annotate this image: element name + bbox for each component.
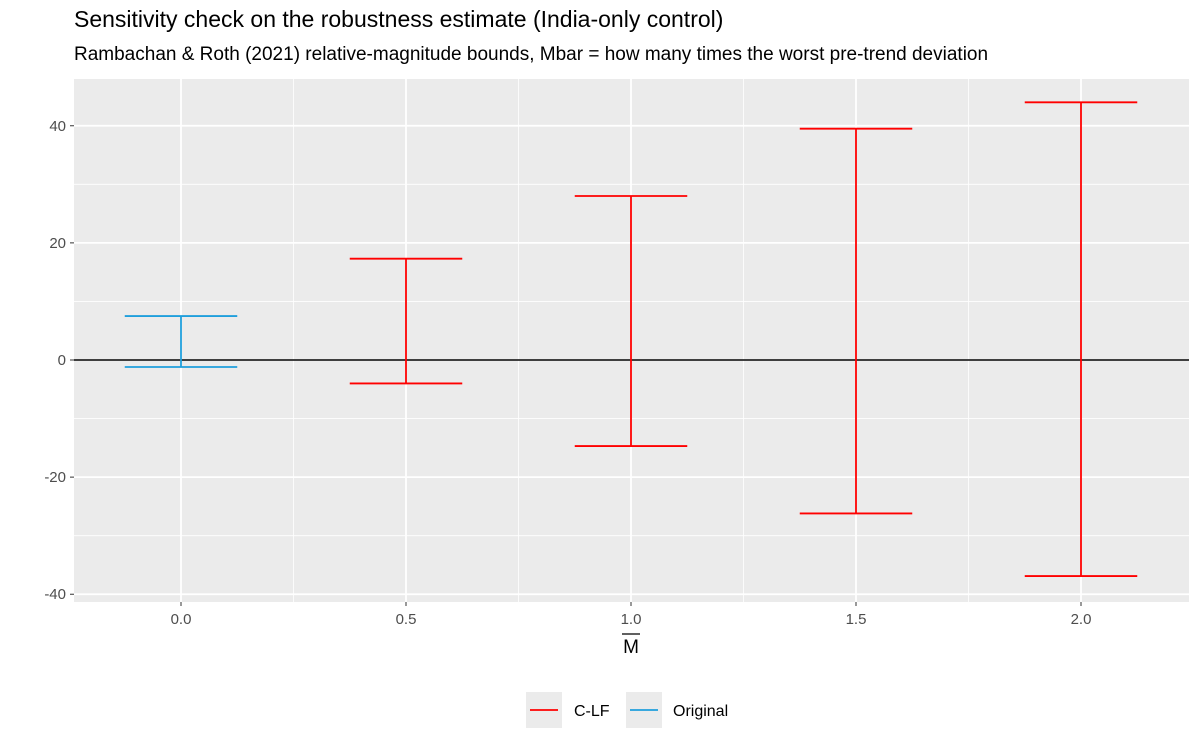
y-tick-label: 40 xyxy=(49,118,66,135)
x-axis-title: M xyxy=(623,637,639,658)
legend-label: Original xyxy=(673,703,728,720)
chart-subtitle: Rambachan & Roth (2021) relative-magnitu… xyxy=(74,44,989,65)
error-bars xyxy=(124,101,1138,577)
x-tick-label: 1.0 xyxy=(621,611,642,628)
legend: C-LF Original xyxy=(526,692,728,728)
legend-label: C-LF xyxy=(574,703,610,720)
errorbar-c-lf xyxy=(1024,101,1138,577)
y-tick-label: 0 xyxy=(58,352,66,369)
x-tick-label: 1.5 xyxy=(846,611,867,628)
legend-item-original: Original xyxy=(626,692,728,728)
y-axis-ticks: 40 20 0 -20 -40 xyxy=(44,118,74,603)
chart-title: Sensitivity check on the robustness esti… xyxy=(74,6,724,32)
errorbar-c-lf xyxy=(349,257,463,385)
errorbar-original xyxy=(124,315,238,368)
legend-item-c-lf: C-LF xyxy=(526,692,610,728)
y-tick-label: -40 xyxy=(44,586,66,603)
y-tick-label: -20 xyxy=(44,469,66,486)
x-tick-label: 0.5 xyxy=(396,611,417,628)
x-tick-label: 0.0 xyxy=(171,611,192,628)
x-axis-ticks: 0.0 0.5 1.0 1.5 2.0 xyxy=(171,602,1092,628)
errorbar-c-lf xyxy=(574,195,688,447)
y-tick-label: 20 xyxy=(49,235,66,252)
x-tick-label: 2.0 xyxy=(1071,611,1092,628)
errorbar-c-lf xyxy=(799,127,913,515)
